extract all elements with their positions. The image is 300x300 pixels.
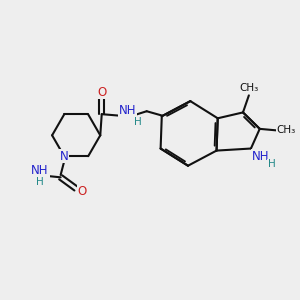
Text: NH: NH: [31, 164, 49, 177]
Text: CH₃: CH₃: [277, 125, 296, 135]
Text: O: O: [78, 185, 87, 199]
Text: H: H: [36, 177, 44, 187]
Text: NH: NH: [119, 104, 136, 117]
Text: H: H: [268, 159, 276, 170]
Text: NH: NH: [252, 150, 269, 163]
Text: CH₃: CH₃: [240, 83, 259, 93]
Text: O: O: [97, 86, 106, 99]
Text: N: N: [60, 150, 68, 163]
Text: H: H: [134, 116, 142, 127]
